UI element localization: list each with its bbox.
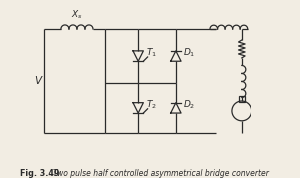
Text: V: V (34, 76, 41, 86)
Text: $T_2$: $T_2$ (146, 98, 157, 111)
Text: $D_2$: $D_2$ (183, 98, 195, 111)
Text: Two pulse half controlled asymmetrical bridge converter: Two pulse half controlled asymmetrical b… (53, 169, 269, 178)
Text: $X_s$: $X_s$ (71, 9, 83, 21)
Bar (239, 96, 244, 102)
Text: $D_1$: $D_1$ (183, 46, 195, 59)
Text: $T_1$: $T_1$ (146, 46, 157, 59)
Text: Fig. 3.49: Fig. 3.49 (20, 169, 60, 178)
